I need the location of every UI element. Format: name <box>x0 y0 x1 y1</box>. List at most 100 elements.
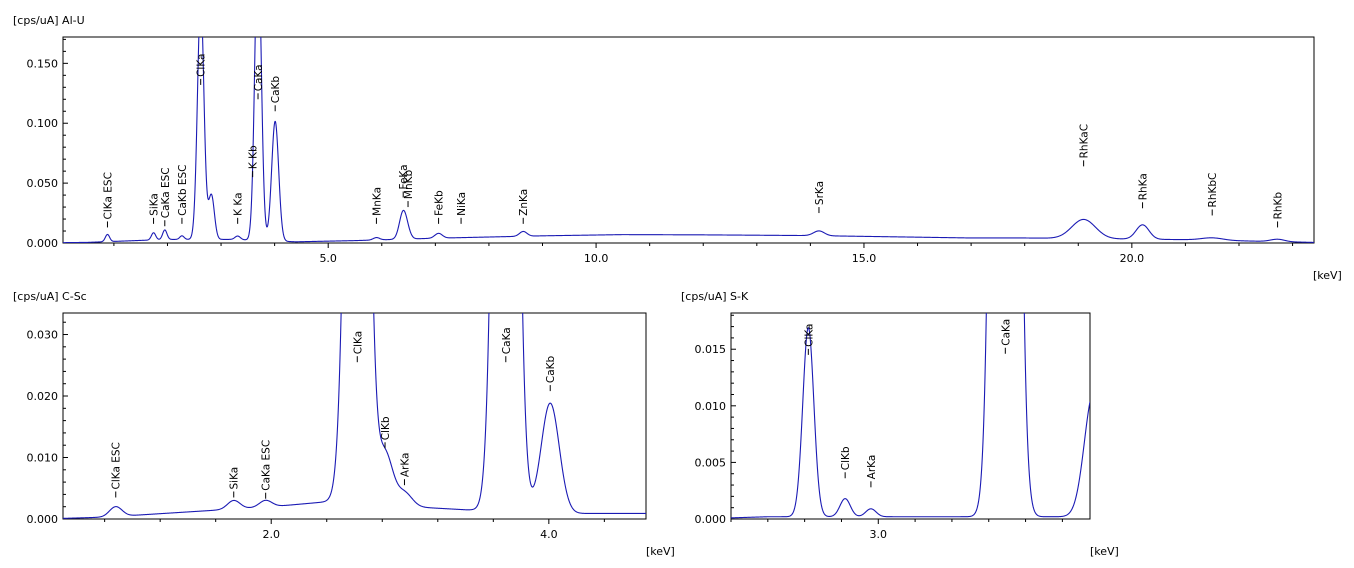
y-tick-label: 0.020 <box>27 390 59 403</box>
peak-label-text: RhKb <box>1273 192 1285 220</box>
chart-panel-s-k: [cps/uA] S-K 0.000 0.005 0.010 0.015 3.0 ClK… <box>681 290 1119 558</box>
peak-label: RhKaC <box>1079 124 1091 167</box>
x-axis-unit: [keV] <box>1090 545 1119 558</box>
peak-label-text: SiKa <box>149 193 161 216</box>
peak-label-text: ClKb <box>380 416 392 440</box>
x-tick-label: 4.0 <box>540 528 558 541</box>
peak-label: ClKa <box>803 323 815 355</box>
peak-label: CaKb <box>545 355 557 392</box>
peak-labels: ClKa ESC SiKa CaKa ESC CaKb ESC ClKa K Ka K Kb… <box>102 54 1285 228</box>
y-tick-label: 0.005 <box>695 456 727 469</box>
peak-label-text: ClKa <box>803 323 815 346</box>
peak-label: RhKbC <box>1207 173 1219 216</box>
peak-label: K Ka <box>233 192 245 224</box>
x-tick-label: 3.0 <box>870 528 888 541</box>
peak-label-text: CaKb <box>270 76 282 104</box>
chart-panel-c-sc: [cps/uA] C-Sc 0.000 0.010 0.020 0.030 2.0 4.0… <box>13 290 675 558</box>
x-tick-label: 5.0 <box>319 252 337 265</box>
peak-labels: ClKa ClKb ArKa CaKa <box>803 319 1012 488</box>
peak-label: FeKb <box>434 190 446 224</box>
y-tick-label: 0.000 <box>27 237 59 250</box>
x-axis-unit: [keV] <box>1313 269 1342 282</box>
peak-label: NiKa <box>456 192 468 224</box>
y-tick-label: 0.000 <box>27 513 59 526</box>
peak-label-text: CaKa ESC <box>160 167 172 218</box>
axis-ticks: 0.000 0.050 0.100 0.150 5.0 10.0 15.0 20.0 <box>27 38 1294 265</box>
peak-label: FeKa <box>398 164 410 198</box>
peak-label: ClKb <box>840 446 852 479</box>
axis-ticks: 0.000 0.010 0.020 0.030 2.0 4.0 <box>27 321 605 541</box>
peak-label-text: ArKa <box>866 455 878 480</box>
peak-label-text: SiKa <box>229 467 241 490</box>
peak-label: SrKa <box>814 181 826 214</box>
peak-label: ClKa ESC <box>102 172 114 228</box>
peak-label: ClKa ESC <box>111 442 123 498</box>
spectrum-line <box>731 313 1090 519</box>
peak-label-text: CaKa <box>253 64 265 91</box>
y-tick-label: 0.015 <box>695 343 727 356</box>
peak-label: ClKa <box>352 331 364 363</box>
peak-label: ClKb <box>380 416 392 449</box>
peak-label-text: RhKaC <box>1079 124 1091 158</box>
x-tick-label: 20.0 <box>1120 252 1145 265</box>
y-tick-label: 0.000 <box>695 513 727 526</box>
peak-label-text: CaKb <box>545 355 557 383</box>
plot-area <box>62 312 647 520</box>
x-axis-unit: [keV] <box>646 545 675 558</box>
peak-label-text: ClKb <box>840 446 852 470</box>
peak-label-text: RhKa <box>1138 173 1150 200</box>
peak-label-text: ArKa <box>399 453 411 478</box>
plot-area <box>730 312 1091 520</box>
peak-label-text: ClKa <box>352 331 364 354</box>
peak-label: RhKb <box>1273 192 1285 228</box>
peak-label-text: K Kb <box>248 145 260 169</box>
x-tick-label: 10.0 <box>584 252 609 265</box>
peak-label-text: ClKa ESC <box>102 172 114 219</box>
chart-title: [cps/uA] C-Sc <box>13 290 87 303</box>
axis-ticks: 0.000 0.005 0.010 0.015 3.0 <box>695 314 1063 541</box>
peak-label-text: CaKb ESC <box>177 165 189 216</box>
x-tick-label: 2.0 <box>262 528 280 541</box>
y-tick-label: 0.050 <box>27 177 59 190</box>
peak-label: SiKa <box>149 193 161 224</box>
peak-label-text: ClKa ESC <box>111 442 123 489</box>
peak-label: CaKa <box>253 64 265 100</box>
spectrum-path <box>63 313 646 519</box>
y-tick-label: 0.010 <box>27 452 59 465</box>
peak-label: CaKa ESC <box>261 440 273 499</box>
peak-label: MnKb <box>403 169 415 208</box>
peak-label: CaKa <box>1000 319 1012 354</box>
spectrum-line <box>63 37 1314 243</box>
peak-label-text: NiKa <box>456 192 468 216</box>
peak-label: ArKa <box>866 455 878 488</box>
peak-label: K Kb <box>248 145 260 178</box>
y-tick-label: 0.030 <box>27 329 59 342</box>
peak-label: CaKa ESC <box>160 167 172 227</box>
peak-label: CaKa <box>501 327 513 363</box>
peak-label-text: ZnKa <box>518 189 530 216</box>
spectrum-line <box>63 313 646 519</box>
peak-labels: ClKa ESC SiKa CaKa ESC ClKa ClKb ArKa CaKa CaKb <box>111 327 557 499</box>
peak-label: CaKb <box>270 76 282 112</box>
peak-label-text: MnKb <box>403 169 415 199</box>
peak-label-text: CaKa <box>501 327 513 354</box>
y-tick-label: 0.150 <box>27 57 59 70</box>
peak-label-text: FeKb <box>434 190 446 216</box>
plot-area <box>62 36 1315 244</box>
peak-label-text: ClKa <box>196 54 208 77</box>
spectrum-path <box>63 37 1314 243</box>
peak-label-text: RhKbC <box>1207 173 1219 208</box>
peak-label: RhKa <box>1138 173 1150 209</box>
peak-label-text: MnKa <box>371 187 383 216</box>
y-tick-label: 0.010 <box>695 400 727 413</box>
peak-label: MnKa <box>371 187 383 224</box>
peak-label-text: FeKa <box>398 164 410 189</box>
peak-label: ClKa <box>196 54 208 85</box>
y-tick-label: 0.100 <box>27 117 59 130</box>
peak-label: SiKa <box>229 467 241 498</box>
chart-title: [cps/uA] Al-U <box>13 14 85 27</box>
chart-title: [cps/uA] S-K <box>681 290 749 303</box>
peak-label: CaKb ESC <box>177 165 189 224</box>
peak-label-text: CaKa ESC <box>261 440 273 491</box>
